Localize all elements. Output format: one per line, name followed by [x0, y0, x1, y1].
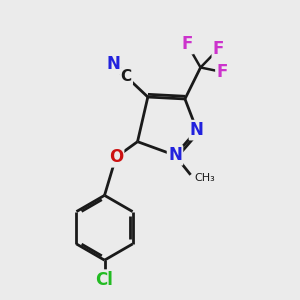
Text: N: N: [106, 55, 120, 73]
Text: C: C: [121, 69, 132, 84]
Text: Cl: Cl: [96, 271, 113, 289]
Text: N: N: [168, 146, 182, 164]
Text: CH₃: CH₃: [194, 173, 215, 183]
Text: O: O: [109, 148, 123, 166]
Text: F: F: [182, 35, 193, 53]
Text: F: F: [213, 40, 224, 58]
Text: N: N: [190, 121, 204, 139]
Text: F: F: [217, 63, 228, 81]
